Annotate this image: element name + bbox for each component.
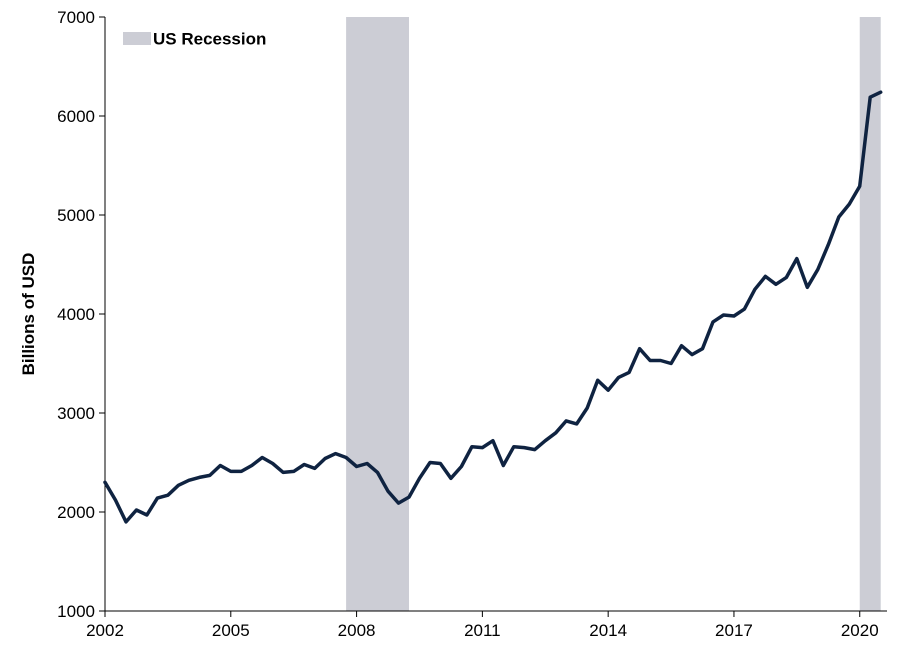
y-ticks: 1000 2000 3000 4000 5000 6000 7000 <box>57 8 105 621</box>
x-tick-label: 2017 <box>715 621 753 640</box>
y-tick-label: 6000 <box>57 107 95 126</box>
y-tick-label: 7000 <box>57 8 95 27</box>
y-tick-label: 1000 <box>57 602 95 621</box>
legend: US Recession <box>123 30 266 49</box>
x-ticks: 2002 2005 2008 2011 2014 2017 2020 <box>86 611 879 640</box>
y-tick-label: 4000 <box>57 305 95 324</box>
legend-label-us-recession: US Recession <box>153 30 266 49</box>
recession-band-1 <box>346 17 409 611</box>
legend-swatch-us-recession <box>123 32 151 45</box>
x-tick-label: 2005 <box>212 621 250 640</box>
y-tick-label: 3000 <box>57 404 95 423</box>
axes <box>104 17 887 612</box>
recession-bands <box>346 17 881 611</box>
y-tick-label: 2000 <box>57 503 95 522</box>
y-tick-label: 5000 <box>57 206 95 225</box>
x-tick-label: 2020 <box>841 621 879 640</box>
x-tick-label: 2014 <box>589 621 627 640</box>
series-line-1 <box>103 90 883 524</box>
recession-band-2 <box>859 17 881 611</box>
x-tick-label: 2011 <box>464 621 501 640</box>
y-axis-label: Billions of USD <box>19 253 38 376</box>
series-lines <box>103 90 883 524</box>
x-tick-label: 2008 <box>338 621 376 640</box>
x-tick-label: 2002 <box>86 621 124 640</box>
